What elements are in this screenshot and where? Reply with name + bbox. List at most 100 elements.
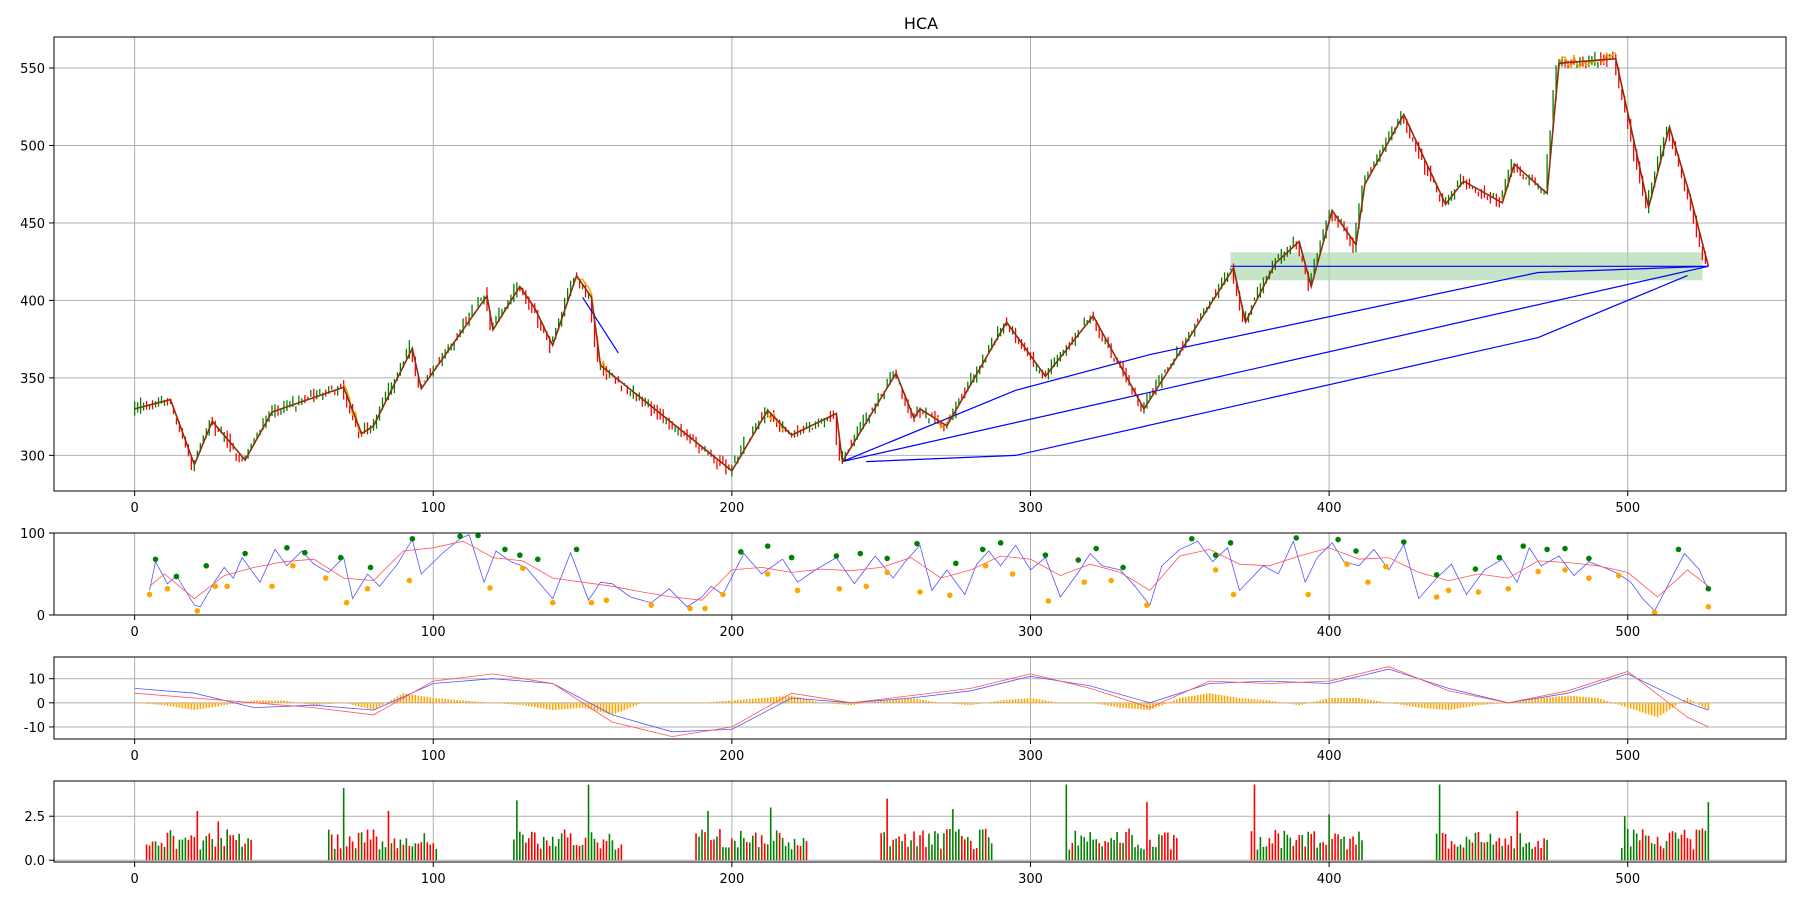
histogram-bar [354, 702, 357, 706]
volume-bar [1080, 835, 1083, 861]
volume-bar [1101, 846, 1103, 861]
volume-bar [614, 849, 617, 861]
histogram-bar [136, 702, 139, 704]
volume-bar [1480, 841, 1483, 861]
histogram-bar [1656, 702, 1659, 718]
histogram-bar [1394, 702, 1396, 704]
histogram-bar [1391, 702, 1393, 704]
histogram-bar [1014, 699, 1017, 703]
histogram-bar [623, 702, 626, 711]
trough-marker [720, 591, 726, 598]
volume-bar [1459, 844, 1462, 861]
histogram-bar [438, 698, 441, 703]
histogram-bar [859, 702, 862, 704]
volume-bar [536, 843, 539, 861]
histogram-bar [133, 702, 136, 704]
volume-bar [172, 835, 175, 861]
volume-bar [1471, 842, 1474, 861]
histogram-bar [513, 702, 515, 705]
x-tick-label: 0 [130, 749, 138, 764]
histogram-bar [617, 702, 620, 713]
volume-bar [713, 839, 715, 861]
volume-bar [1513, 848, 1516, 861]
peak-marker [1586, 555, 1592, 562]
volume-bar [354, 848, 357, 861]
histogram-bar [1173, 700, 1175, 703]
trough-marker [1230, 591, 1237, 598]
volume-bar [1483, 842, 1486, 861]
volume-bar [542, 836, 545, 861]
volume-bar [955, 831, 957, 861]
histogram-bar [1498, 702, 1501, 704]
histogram-bar [1373, 700, 1375, 703]
volume-bar [569, 833, 572, 861]
x-tick-label: 500 [1615, 749, 1640, 764]
histogram-bar [1680, 701, 1683, 703]
volume-bar [232, 835, 234, 861]
volume-bar [522, 834, 524, 861]
histogram-bar [898, 698, 900, 703]
histogram-bar [208, 702, 211, 708]
histogram-bar [1662, 702, 1665, 714]
histogram-bar [187, 702, 190, 710]
histogram-bar [626, 702, 629, 709]
volume-bar [530, 831, 533, 861]
histogram-bar [313, 702, 315, 706]
histogram-bar [525, 702, 527, 706]
x-tick-label: 500 [1615, 872, 1640, 887]
histogram-bar [160, 702, 163, 705]
volume-bar [1522, 846, 1525, 861]
histogram-bar [1585, 697, 1587, 703]
volume-bar [548, 845, 551, 861]
volume-bar [384, 847, 387, 861]
histogram-bar [695, 702, 697, 704]
volume-bar [1274, 829, 1277, 861]
histogram-bar [1399, 702, 1402, 705]
peak-marker [1433, 572, 1440, 578]
volume-bar [716, 836, 718, 861]
volume-bar [961, 835, 963, 861]
histogram-bar [533, 702, 536, 708]
volume-bar [880, 833, 882, 861]
y-tick-label: 350 [20, 372, 45, 387]
trough-marker [836, 585, 843, 592]
plot-frame [53, 36, 1787, 492]
histogram-bar [1193, 695, 1196, 703]
histogram-bar [1379, 701, 1381, 703]
volume-bar [1128, 828, 1130, 861]
histogram-bar [387, 701, 390, 703]
volume-bar [934, 831, 936, 861]
highlight-segment [343, 383, 363, 436]
histogram-bar [569, 702, 572, 709]
volume-bar [1698, 830, 1701, 861]
volume-bar [972, 849, 975, 861]
trough-marker [1615, 572, 1622, 579]
histogram-bar [826, 702, 829, 704]
volume-bar [563, 829, 566, 861]
histogram-bar [811, 700, 814, 703]
volume-bar [1170, 849, 1172, 861]
volume-bar [1334, 833, 1336, 861]
histogram-bar [1289, 702, 1292, 704]
histogram-bar [1083, 702, 1086, 704]
histogram-bar [1704, 702, 1707, 709]
histogram-bar [345, 702, 348, 704]
histogram-bar [1405, 702, 1408, 706]
histogram-bar [510, 702, 512, 705]
histogram-bar [1241, 698, 1244, 703]
histogram-bar [772, 697, 775, 703]
volume-bar [205, 836, 208, 861]
histogram-bar [238, 702, 240, 704]
peak-marker [979, 546, 986, 553]
volume-bar [178, 839, 181, 861]
histogram-bar [856, 702, 859, 705]
histogram-bar [916, 698, 918, 703]
volume-bar [728, 847, 730, 861]
histogram-bar [928, 700, 930, 703]
volume-bar [226, 829, 228, 861]
histogram-bar [838, 702, 841, 705]
histogram-bar [1211, 693, 1214, 703]
histogram-bar [1501, 702, 1504, 704]
volume-bar [1358, 831, 1360, 861]
histogram-bar [656, 702, 659, 704]
